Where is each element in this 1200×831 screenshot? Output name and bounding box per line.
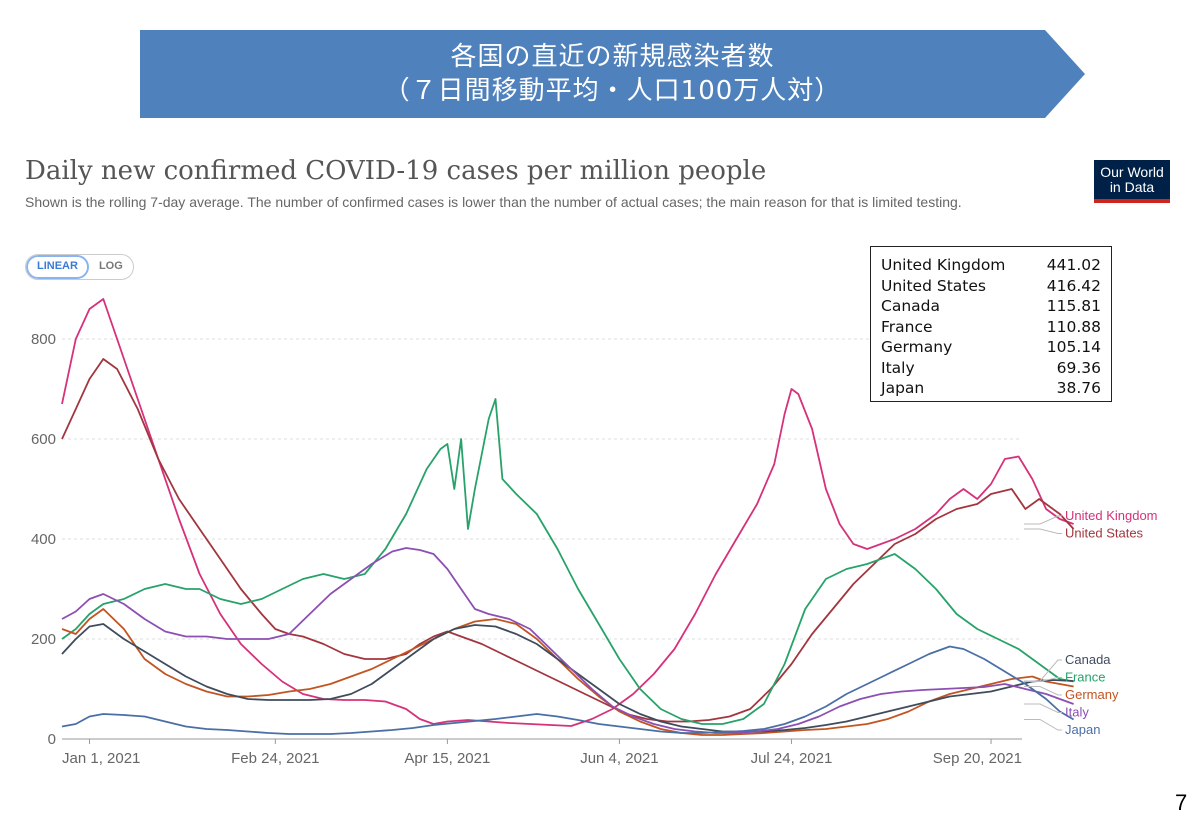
series-line-france <box>61 398 1074 725</box>
chart-title: Daily new confirmed COVID-19 cases per m… <box>25 156 767 186</box>
log-scale-button[interactable]: LOG <box>98 260 123 272</box>
owid-logo[interactable]: Our World in Data <box>1094 160 1170 203</box>
series-line-japan <box>61 645 1075 735</box>
banner-line-2: （７日間移動平均・人口100万人対） <box>383 76 842 106</box>
series-line-germany <box>61 608 1074 736</box>
y-tick-label: 400 <box>31 531 56 548</box>
end-label-leader <box>1024 528 1062 534</box>
legend-row: Japan 38.76 <box>881 378 1101 399</box>
end-label: Germany <box>1065 687 1119 702</box>
legend-country: Japan <box>881 379 925 397</box>
end-label-leader <box>1024 719 1062 731</box>
legend-value: 441.02 <box>1046 256 1101 274</box>
legend-value: 110.88 <box>1046 317 1101 336</box>
series-line-italy <box>61 547 1074 734</box>
y-tick-label: 200 <box>31 631 56 648</box>
end-label: Italy <box>1065 705 1089 720</box>
y-tick-label: 800 <box>31 331 56 348</box>
legend-row: United Kingdom 441.02 <box>881 255 1101 276</box>
series-line-canada <box>61 623 1074 733</box>
x-tick-label: Jan 1, 2021 <box>62 750 140 767</box>
legend-country: France <box>881 317 933 336</box>
series-lines <box>61 298 1075 736</box>
y-tick-label: 0 <box>48 731 56 748</box>
end-label: United States <box>1065 526 1144 541</box>
grid-lines <box>62 338 1022 640</box>
end-label-leader <box>1024 703 1062 713</box>
legend-row: Italy 69.36 <box>881 358 1101 379</box>
legend-country: United States <box>881 276 986 295</box>
page-number: 7 <box>1175 790 1188 815</box>
end-label: United Kingdom <box>1065 508 1158 523</box>
value-legend-box: United Kingdom 441.02 United States 416.42… <box>870 246 1112 402</box>
end-label: France <box>1065 670 1105 685</box>
end-label: Japan <box>1065 722 1100 737</box>
end-label-leader <box>1024 686 1062 696</box>
end-label: Canada <box>1065 652 1111 667</box>
end-label-leader <box>1024 515 1062 525</box>
legend-country: Canada <box>881 297 940 315</box>
legend-value: 105.14 <box>1046 338 1101 356</box>
x-tick-label: Jun 4, 2021 <box>580 750 658 767</box>
owid-logo-line-1: Our World <box>1100 164 1164 180</box>
legend-value: 416.42 <box>1046 276 1101 295</box>
x-tick-label: Jul 24, 2021 <box>751 750 833 767</box>
chart-subtitle: Shown is the rolling 7-day average. The … <box>25 194 962 210</box>
legend-row: France 110.88 <box>881 317 1101 338</box>
legend-row: Canada 115.81 <box>881 296 1101 317</box>
end-labels: United Kingdom United States Canada France G… <box>1024 508 1158 737</box>
banner-background <box>140 30 1085 118</box>
banner-arrow-shape <box>140 30 1085 118</box>
legend-value: 115.81 <box>1046 297 1101 315</box>
x-tick-label: Sep 20, 2021 <box>933 750 1022 767</box>
linear-scale-button[interactable]: LINEAR <box>26 255 89 279</box>
y-tick-label: 600 <box>31 431 56 448</box>
legend-value: 38.76 <box>1056 379 1101 397</box>
banner-line-1: 各国の直近の新規感染者数 <box>450 42 775 72</box>
scale-toggle: LINEAR LOG <box>25 254 134 280</box>
legend-country: United Kingdom <box>881 256 1006 274</box>
legend-country: Germany <box>881 338 953 356</box>
title-banner: 各国の直近の新規感染者数 （７日間移動平均・人口100万人対） <box>140 30 1085 118</box>
legend-value: 69.36 <box>1056 358 1101 377</box>
series-line-united-states <box>61 358 1075 723</box>
owid-logo-line-2: in Data <box>1109 179 1155 195</box>
legend-country: Italy <box>881 358 915 377</box>
end-label-leader <box>1024 677 1062 682</box>
legend-row: United States 416.42 <box>881 276 1101 297</box>
legend-row: Germany 105.14 <box>881 337 1101 358</box>
axes: 0 200 400 600 800 Jan 1, 2021 Feb 24, 2021 Apr … <box>31 331 1022 767</box>
x-tick-label: Apr 15, 2021 <box>404 750 490 767</box>
x-tick-label: Feb 24, 2021 <box>231 750 319 767</box>
banner-text: 各国の直近の新規感染者数 （７日間移動平均・人口100万人対） <box>140 40 1085 108</box>
